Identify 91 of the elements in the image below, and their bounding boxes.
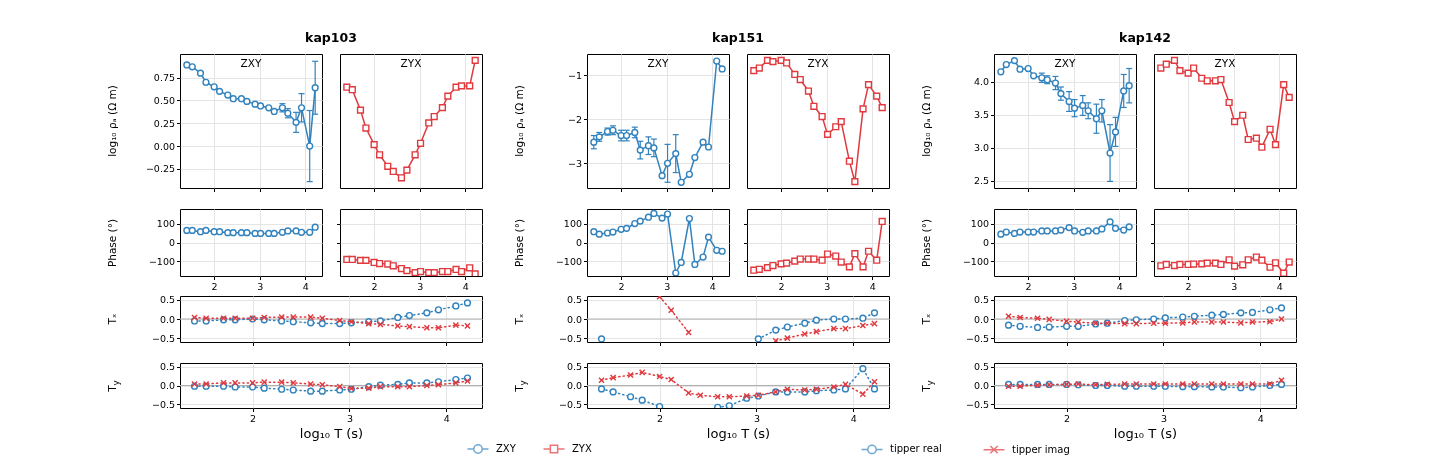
y-tick-label: −0.25 — [145, 163, 175, 175]
y-tick-label: 0 — [982, 237, 989, 248]
y-tick-label: 0.75 — [153, 72, 175, 84]
x-tick-label: 2 — [778, 281, 785, 292]
y-tick-label: −100 — [148, 255, 175, 267]
y-tick-label: 0.5 — [973, 294, 989, 306]
x-tick-label: 4 — [443, 413, 450, 424]
y-tick-label: 0.5 — [159, 294, 175, 306]
y-tick-label: 0.00 — [153, 140, 175, 152]
y-axis-title: Phase (°) — [106, 218, 118, 267]
y-axis-title: log₁₀ ρₐ (Ω m) — [105, 84, 119, 159]
x-tick-label: 2 — [1064, 413, 1071, 424]
x-tick-label: 4 — [462, 281, 469, 292]
x-tick-label: 3 — [346, 413, 353, 424]
x-tick-label: 4 — [869, 281, 876, 292]
legend-label: ZXY — [496, 443, 517, 454]
y-tick-label: −0.5 — [151, 332, 175, 344]
y-tick-label: 0.0 — [159, 380, 175, 391]
x-axis-title: log₁₀ T (s) — [299, 425, 364, 441]
y-tick-label: 0.0 — [973, 313, 989, 325]
x-tick-label: 4 — [1116, 281, 1123, 292]
y-tick-label: 0.0 — [566, 313, 582, 325]
chart-title: kap151 — [712, 29, 764, 45]
series-label: ZXY — [1054, 57, 1076, 69]
y-tick-label: −0.5 — [965, 398, 989, 410]
y-tick-label: −0.5 — [558, 332, 582, 344]
y-axis-title: Tₓ — [920, 313, 932, 325]
series-label: ZYX — [807, 57, 829, 69]
chart-title: kap103 — [305, 29, 357, 45]
x-axis-title: log₁₀ T (s) — [1113, 425, 1178, 441]
y-tick-label: −1 — [567, 69, 582, 81]
x-tick-label: 2 — [371, 281, 378, 292]
y-tick-label: −3 — [567, 157, 582, 169]
y-tick-label: −100 — [962, 255, 989, 267]
y-tick-label: −2 — [567, 113, 582, 125]
x-axis-title: log₁₀ T (s) — [706, 425, 771, 441]
text: ZYX — [400, 57, 422, 69]
series-label: ZYX — [1214, 57, 1236, 69]
y-axis-title: Tₓ — [513, 313, 525, 325]
y-tick-label: 0.0 — [159, 313, 175, 325]
x-tick-label: 3 — [1160, 413, 1167, 424]
x-tick-label: 3 — [824, 281, 831, 292]
x-tick-label: 4 — [709, 281, 716, 292]
y-tick-label: 3.0 — [973, 142, 989, 154]
y-tick-label: 2.5 — [973, 175, 989, 187]
y-tick-label: 0.25 — [153, 117, 175, 129]
legend-label: ZYX — [572, 443, 592, 454]
y-tick-label: 100 — [156, 218, 175, 230]
x-tick-label: 3 — [664, 281, 671, 292]
legend-label: tipper real — [890, 443, 942, 455]
x-tick-label: 4 — [1276, 281, 1283, 292]
x-tick-label: 2 — [211, 281, 218, 292]
x-tick-label: 2 — [1025, 281, 1032, 292]
y-tick-label: 0.5 — [566, 361, 582, 373]
x-tick-label: 2 — [1185, 281, 1192, 292]
y-axis-title: Phase (°) — [513, 218, 525, 267]
y-tick-label: 0.0 — [566, 380, 582, 391]
y-tick-label: −0.5 — [151, 398, 175, 410]
y-tick-label: 0 — [575, 237, 582, 248]
text: ZXY — [647, 57, 669, 69]
y-tick-label: 0.5 — [566, 294, 582, 306]
x-tick-label: 4 — [302, 281, 309, 292]
y-tick-label: 100 — [563, 218, 582, 230]
x-tick-label: 3 — [417, 281, 424, 292]
y-tick-label: 3.5 — [973, 109, 989, 121]
x-tick-label: 3 — [753, 413, 760, 424]
y-axis-title: Phase (°) — [920, 218, 932, 267]
y-tick-label: 4.0 — [973, 76, 989, 88]
text: ZXY — [240, 57, 262, 69]
y-tick-label: 0.5 — [973, 361, 989, 373]
y-tick-label: −0.5 — [558, 398, 582, 410]
x-tick-label: 2 — [250, 413, 257, 424]
y-tick-label: 100 — [970, 218, 989, 230]
y-axis-title: Tₓ — [106, 313, 118, 325]
x-tick-label: 3 — [1231, 281, 1238, 292]
chart-title: kap142 — [1119, 29, 1171, 45]
x-tick-label: 2 — [618, 281, 625, 292]
x-tick-label: 4 — [1257, 413, 1264, 424]
legend-label: tipper imag — [1012, 443, 1070, 455]
x-tick-label: 4 — [850, 413, 857, 424]
y-tick-label: −0.5 — [965, 332, 989, 344]
y-tick-label: 0 — [168, 237, 175, 248]
x-tick-label: 2 — [657, 413, 664, 424]
x-tick-label: 3 — [257, 281, 264, 292]
y-tick-label: 0.50 — [153, 94, 175, 106]
y-tick-label: −100 — [555, 255, 582, 267]
y-axis-title: log₁₀ ρₐ (Ω m) — [919, 84, 933, 159]
y-tick-label: 0.0 — [973, 380, 989, 391]
y-axis-title: log₁₀ ρₐ (Ω m) — [512, 84, 526, 159]
x-tick-label: 3 — [1071, 281, 1078, 292]
y-tick-label: 0.5 — [159, 361, 175, 373]
